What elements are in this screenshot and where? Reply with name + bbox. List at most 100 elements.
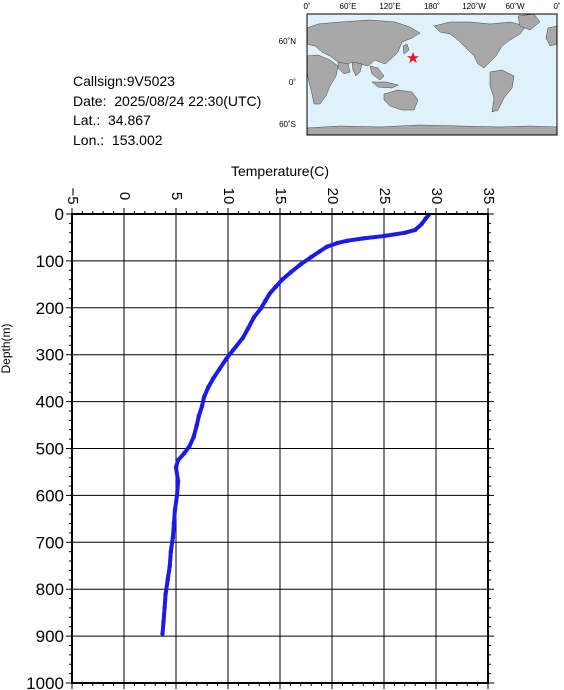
data-point	[162, 605, 167, 611]
y-tick-label: 600	[36, 486, 64, 505]
x-tick-label: 5	[168, 192, 185, 200]
y-tick-label: 900	[36, 627, 64, 646]
map-lon-label: 180˚	[424, 2, 440, 11]
x-axis-label: Temperature(C)	[231, 163, 329, 179]
data-point	[174, 493, 180, 498]
x-tick-label: 0	[116, 192, 133, 200]
x-tick-label: 20	[324, 188, 341, 205]
map-lon-label: 120˚E	[379, 2, 400, 11]
map-lon-label: 60˚W	[505, 2, 525, 11]
data-point	[171, 521, 177, 526]
indonesia	[371, 81, 399, 89]
y-tick-label: 300	[36, 346, 64, 365]
data-point	[240, 336, 245, 341]
station-marker-star	[407, 52, 419, 63]
data-point	[288, 270, 293, 275]
data-point	[199, 404, 205, 409]
australia	[383, 89, 419, 111]
data-point	[345, 238, 350, 243]
data-point	[309, 254, 314, 260]
africa	[306, 54, 339, 105]
map-lon-label: 0˚	[303, 2, 310, 11]
data-point	[413, 227, 418, 233]
data-point	[263, 298, 268, 303]
data-point	[201, 394, 207, 400]
data-point	[165, 577, 170, 582]
data-point	[173, 465, 179, 470]
india	[351, 61, 363, 77]
japan	[402, 43, 410, 55]
data-point	[298, 262, 303, 267]
world-map: 0˚ 60˚E 120˚E 180˚ 120˚W 60˚W 0˚ 60˚N 0˚…	[279, 2, 561, 136]
x-tick-label: −5	[64, 187, 81, 204]
data-point	[191, 434, 196, 439]
data-point	[194, 422, 199, 428]
data-point	[172, 507, 178, 512]
y-tick-label: 700	[36, 533, 64, 552]
y-tick-label: 800	[36, 580, 64, 599]
data-point	[231, 347, 236, 353]
date-text: Date: 2025/08/24 22:30(UTC)	[73, 92, 262, 109]
y-tick-label: 1000	[26, 674, 64, 690]
x-tick-label: 25	[376, 188, 393, 205]
station-info: Callsign:9V5023 Date: 2025/08/24 22:30(U…	[73, 72, 261, 150]
north-america	[433, 21, 527, 69]
map-lat-label: 0˚	[289, 78, 296, 87]
data-point	[251, 315, 257, 320]
map-lat-label: 60˚N	[279, 37, 297, 46]
data-point	[245, 326, 250, 332]
data-point	[423, 216, 428, 221]
callsign-text: Callsign:9V5023	[73, 73, 175, 89]
latitude-text: Lat.: 34.867	[73, 112, 151, 128]
x-tick-label: 15	[272, 188, 289, 205]
data-point	[168, 549, 173, 554]
data-point	[273, 284, 278, 289]
data-point	[419, 222, 424, 227]
data-point	[259, 305, 264, 310]
map-lon-label: 120˚W	[462, 2, 486, 11]
x-tick-label: 10	[220, 188, 237, 205]
data-point	[324, 244, 329, 249]
data-point	[361, 236, 366, 241]
map-lon-label: 60˚E	[340, 2, 357, 11]
data-point	[161, 619, 166, 625]
south-america	[489, 69, 515, 113]
data-point	[182, 451, 187, 456]
y-axis-label: Depth(m)	[0, 323, 13, 373]
series-layer	[160, 212, 431, 636]
data-point	[196, 413, 202, 418]
data-point	[175, 458, 181, 463]
x-tick-labels: −5 0 5 10 15 20 25 30 35	[64, 187, 497, 204]
data-point	[163, 591, 168, 597]
data-point	[211, 375, 216, 381]
data-point	[402, 230, 407, 235]
y-tick-label: 200	[36, 299, 64, 318]
map-land	[306, 13, 558, 136]
data-point	[167, 563, 172, 568]
map-lon-label: 0˚	[553, 2, 560, 11]
antarctica	[306, 124, 558, 136]
data-point	[317, 249, 322, 254]
temperature-profile-line	[160, 212, 431, 636]
europe-right-edge	[545, 25, 558, 47]
y-tick-labels: 0 100 200 300 400 500 600 700 800 900 1000	[26, 205, 64, 690]
data-point	[160, 631, 165, 636]
data-point	[175, 479, 181, 484]
x-tick-label: 30	[428, 188, 445, 205]
arabia	[337, 61, 351, 75]
data-point	[223, 357, 229, 362]
x-tick-label: 35	[480, 188, 497, 205]
y-tick-label: 0	[55, 205, 64, 224]
plot-frame	[71, 213, 489, 684]
data-point	[206, 385, 211, 390]
data-point	[381, 233, 387, 239]
data-point	[217, 366, 222, 371]
map-lat-label: 60˚S	[279, 120, 296, 129]
longitude-text: Lon.: 153.002	[73, 131, 163, 148]
data-point	[267, 291, 272, 296]
data-point	[187, 444, 192, 449]
y-tick-label: 400	[36, 393, 64, 412]
data-point	[335, 240, 340, 246]
y-tick-label: 100	[36, 252, 64, 271]
